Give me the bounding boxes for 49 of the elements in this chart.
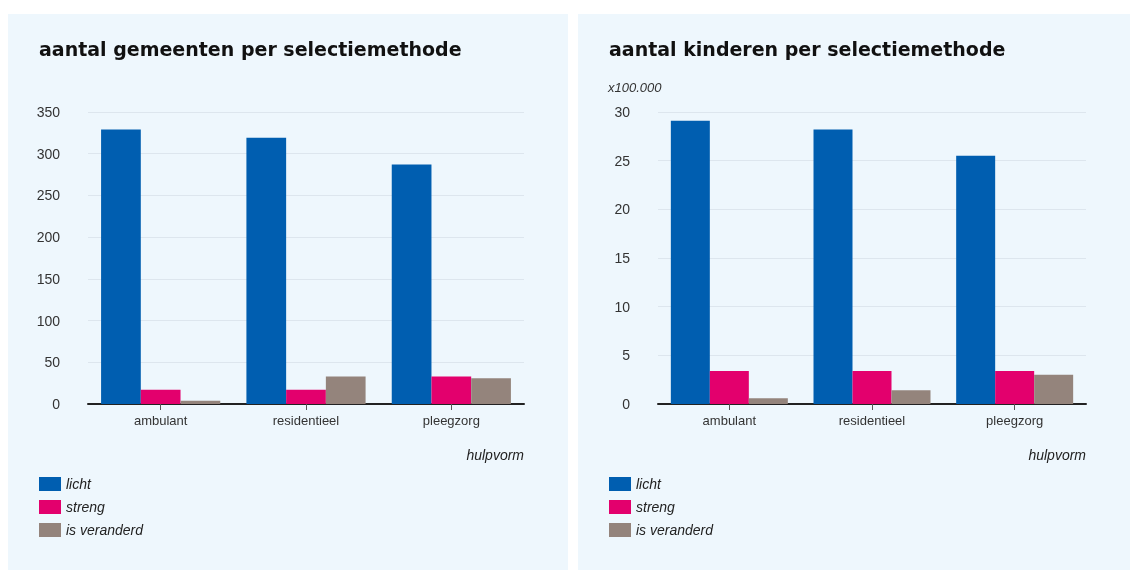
x-tick-label: pleegzorg xyxy=(986,413,1044,428)
legend-label: licht xyxy=(66,476,93,492)
y-tick-label: 10 xyxy=(614,298,631,315)
bar xyxy=(813,129,853,404)
x-tick-label: residentieel xyxy=(838,413,906,428)
bar xyxy=(748,398,788,404)
legend-label: streng xyxy=(66,499,106,515)
legend-label: is veranderd xyxy=(636,522,715,538)
bar xyxy=(286,389,326,404)
x-tick-label: ambulant xyxy=(702,413,757,428)
bar xyxy=(140,389,181,404)
bar xyxy=(670,120,710,404)
bar xyxy=(391,164,432,404)
y-tick-label: 0 xyxy=(622,396,631,412)
y-tick-label: 50 xyxy=(44,354,61,371)
y-tick-label: 5 xyxy=(622,347,631,364)
bar xyxy=(101,129,141,404)
chart-title: aantal kinderen per selectiemethode xyxy=(609,37,1006,60)
y-tick-label: 15 xyxy=(614,250,631,266)
x-axis-title: hulpvorm xyxy=(466,447,525,463)
bar xyxy=(956,155,996,404)
chart-title: aantal gemeenten per selectiemethode xyxy=(39,37,462,60)
bar xyxy=(995,370,1035,404)
bar xyxy=(246,137,287,404)
y-tick-label: 200 xyxy=(36,229,61,246)
legend-label: licht xyxy=(636,476,663,492)
y-tick-label: 0 xyxy=(52,396,61,412)
x-tick-label: pleegzorg xyxy=(422,413,480,428)
legend-label: streng xyxy=(636,499,676,515)
y-tick-label: 20 xyxy=(614,201,631,218)
x-tick-label: ambulant xyxy=(133,413,188,428)
bar xyxy=(471,378,511,404)
y-tick-label: 100 xyxy=(36,312,61,329)
y-axis-title: x100.000 xyxy=(607,80,663,95)
y-tick-label: 150 xyxy=(36,270,61,287)
bar xyxy=(431,376,472,404)
y-tick-label: 350 xyxy=(36,104,61,120)
y-tick-label: 250 xyxy=(36,187,61,204)
y-tick-label: 25 xyxy=(614,152,631,169)
bar xyxy=(325,376,366,404)
bar xyxy=(1034,374,1074,404)
legend-label: is veranderd xyxy=(66,522,145,538)
x-tick-label: residentieel xyxy=(272,413,340,428)
bar xyxy=(709,370,749,404)
y-tick-label: 30 xyxy=(614,104,631,120)
x-axis-title: hulpvorm xyxy=(1028,447,1087,463)
y-tick-label: 300 xyxy=(36,145,61,162)
bar xyxy=(852,370,892,404)
bar xyxy=(891,390,931,404)
